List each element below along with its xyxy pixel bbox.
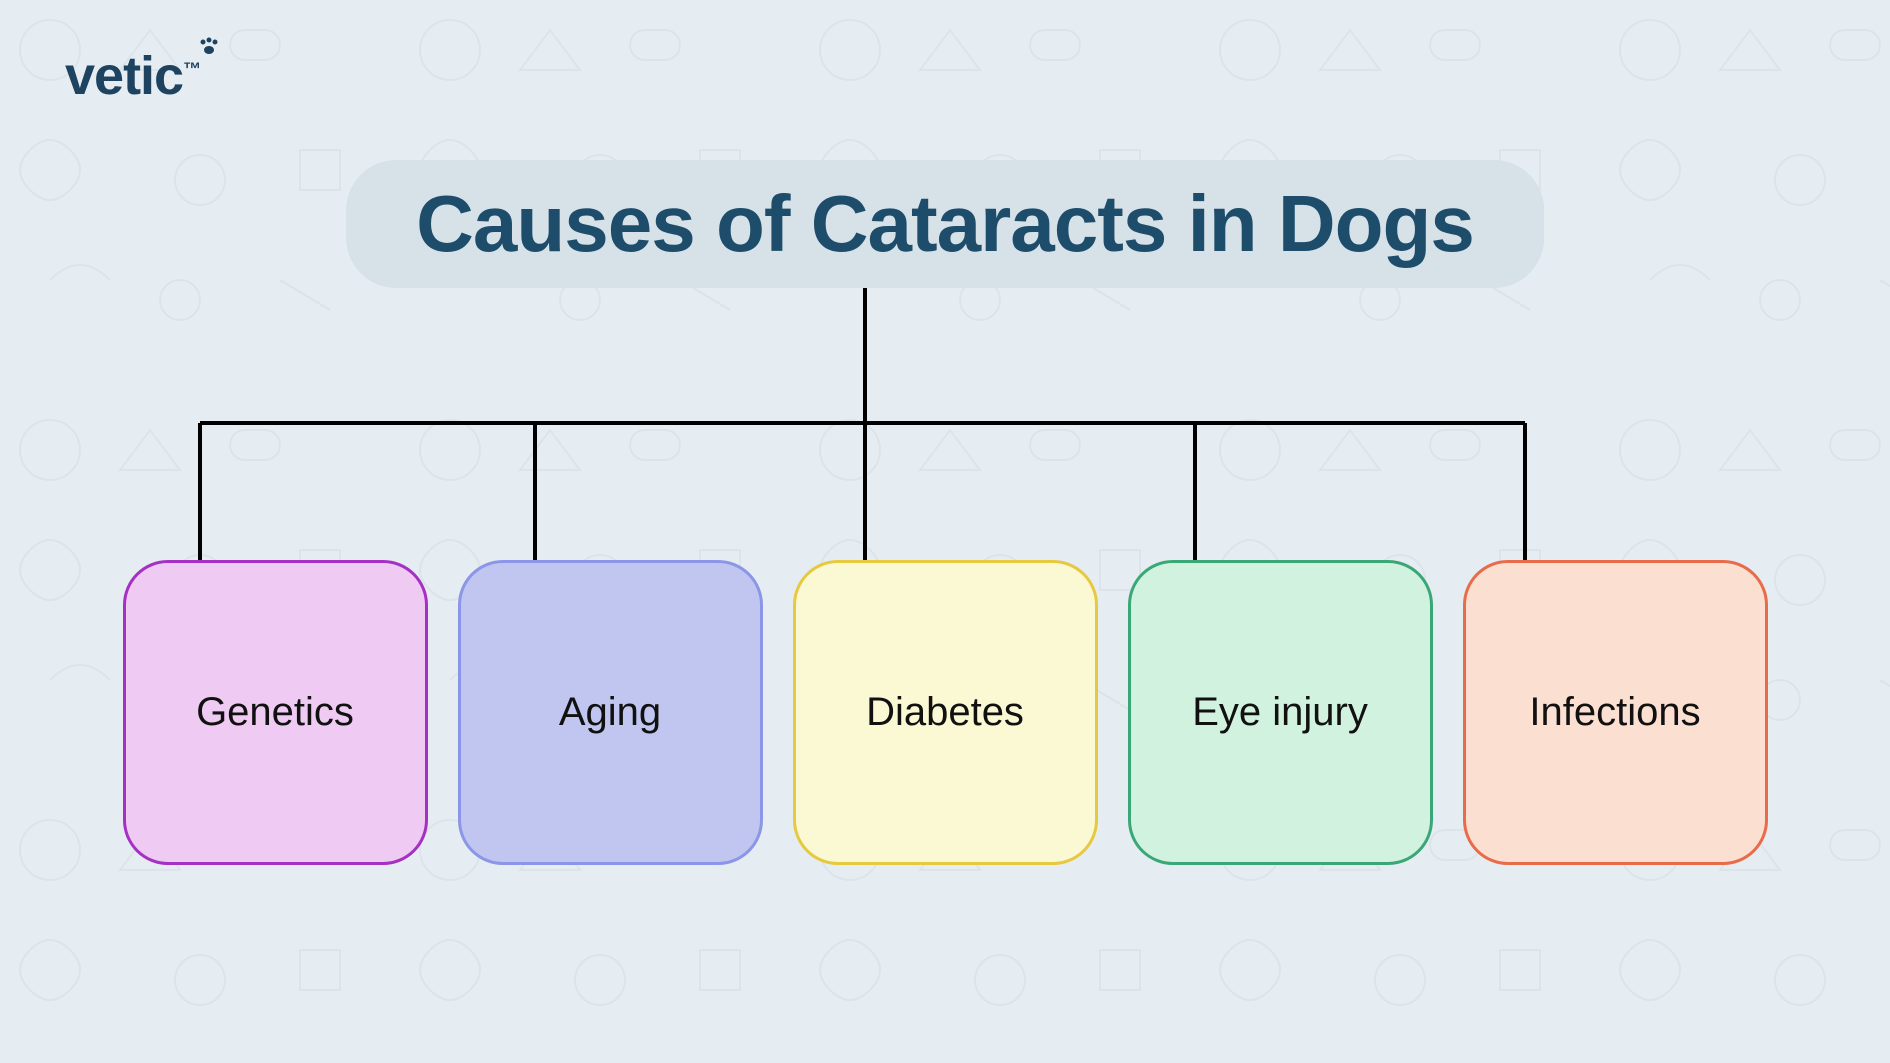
cause-box-aging: Aging bbox=[458, 560, 763, 865]
title-container: Causes of Cataracts in Dogs bbox=[346, 160, 1544, 288]
cause-boxes-row: Genetics Aging Diabetes Eye injury Infection… bbox=[0, 560, 1890, 865]
logo: vetic™ bbox=[65, 45, 200, 107]
logo-text: vetic bbox=[65, 46, 183, 106]
cause-box-eye-injury: Eye injury bbox=[1128, 560, 1433, 865]
cause-label: Aging bbox=[559, 690, 661, 735]
page-title: Causes of Cataracts in Dogs bbox=[416, 178, 1474, 270]
cause-box-infections: Infections bbox=[1463, 560, 1768, 865]
cause-box-genetics: Genetics bbox=[123, 560, 428, 865]
cause-label: Eye injury bbox=[1192, 690, 1368, 735]
cause-label: Infections bbox=[1529, 690, 1700, 735]
cause-label: Genetics bbox=[196, 690, 354, 735]
cause-box-diabetes: Diabetes bbox=[793, 560, 1098, 865]
logo-paw-icon bbox=[198, 37, 220, 62]
logo-tm: ™ bbox=[183, 59, 200, 79]
cause-label: Diabetes bbox=[866, 690, 1024, 735]
